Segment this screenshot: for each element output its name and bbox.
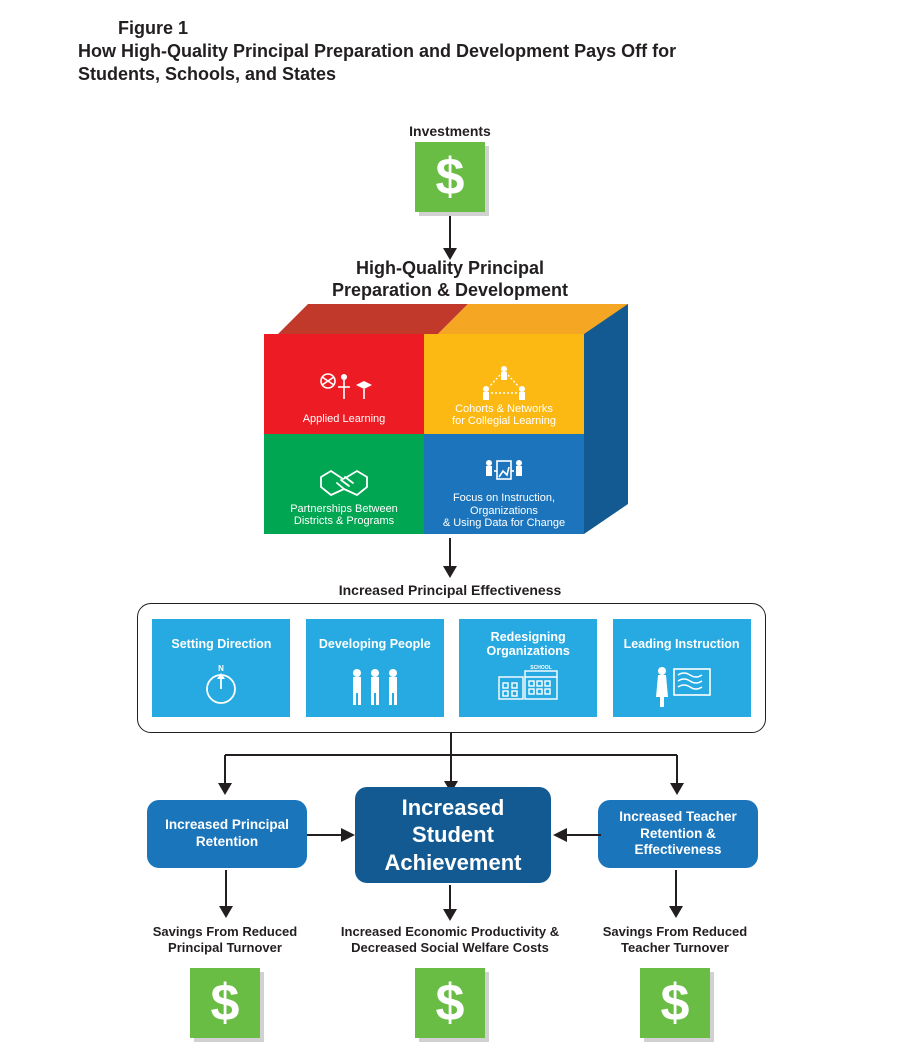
quad-bl-l1: Partnerships Between <box>290 503 398 516</box>
sav-right-l2: Teacher Turnover <box>580 940 770 956</box>
applied-learning-icon <box>316 369 372 409</box>
out-mid-l2: Student <box>385 821 522 849</box>
out-right-l3: Effectiveness <box>619 842 737 859</box>
figure-title: How High-Quality Principal Preparation a… <box>78 40 718 85</box>
quad-br-l3: & Using Data for Change <box>443 517 565 530</box>
quad-tr-l2: for Collegial Learning <box>452 415 556 428</box>
eff-tile: RedesigningOrganizationsSCHOOL <box>459 619 597 717</box>
out-mid-l3: Achievement <box>385 849 522 877</box>
cohorts-icon <box>474 363 534 401</box>
out-left-l2: Retention <box>165 834 289 851</box>
quad-tl-label: Applied Learning <box>303 413 386 426</box>
prep-title-line2: Preparation & Development <box>0 280 900 302</box>
svg-text:SCHOOL: SCHOOL <box>530 665 551 671</box>
arrow-right-icon <box>307 826 357 844</box>
dollar-icon: $ <box>415 142 485 212</box>
handshake-icon <box>317 465 371 501</box>
prep-title-line1: High-Quality Principal <box>0 258 900 280</box>
arrow-down-icon <box>666 870 686 920</box>
dollar-icon: $ <box>640 968 710 1038</box>
arrow-down-icon <box>440 885 460 923</box>
cube-side <box>584 304 634 548</box>
effectiveness-title: Increased Principal Effectiveness <box>0 582 900 598</box>
quad-focus: Focus on Instruction, Organizations & Us… <box>424 434 584 534</box>
quad-partnerships: Partnerships Between Districts & Program… <box>264 434 424 534</box>
cube-front: Applied Learning Cohorts & Networks for … <box>264 334 584 534</box>
sav-left-l1: Savings From Reduced <box>130 924 320 940</box>
eff-tile: Developing People <box>306 619 444 717</box>
arrow-down-icon <box>440 538 460 580</box>
eff-tile: Leading Instruction <box>613 619 751 717</box>
investments-label: Investments <box>0 123 900 139</box>
arrow-left-icon <box>551 826 601 844</box>
focus-data-icon <box>479 457 529 491</box>
quad-cohorts: Cohorts & Networks for Collegial Learnin… <box>424 334 584 434</box>
arrow-down-icon <box>440 216 460 262</box>
outcome-student-achievement: Increased Student Achievement <box>355 787 551 883</box>
eff-tile: Setting DirectionN <box>152 619 290 717</box>
quad-applied-learning: Applied Learning <box>264 334 424 434</box>
outcome-principal-retention: Increased Principal Retention <box>147 800 307 868</box>
quad-br-l2: Organizations <box>443 505 565 518</box>
out-left-l1: Increased Principal <box>165 817 289 834</box>
quad-br-l1: Focus on Instruction, <box>443 492 565 505</box>
quad-bl-l2: Districts & Programs <box>290 515 398 528</box>
dollar-icon: $ <box>190 968 260 1038</box>
sav-right-l1: Savings From Reduced <box>580 924 770 940</box>
sav-mid-l2: Decreased Social Welfare Costs <box>330 940 570 956</box>
dollar-icon: $ <box>415 968 485 1038</box>
quad-tr-l1: Cohorts & Networks <box>452 403 556 416</box>
out-right-l1: Increased Teacher <box>619 809 737 826</box>
out-right-l2: Retention & <box>619 826 737 843</box>
sav-mid-l1: Increased Economic Productivity & <box>330 924 570 940</box>
out-mid-l1: Increased <box>385 794 522 822</box>
outcome-teacher-retention: Increased Teacher Retention & Effectiven… <box>598 800 758 868</box>
sav-left-l2: Principal Turnover <box>130 940 320 956</box>
svg-text:N: N <box>219 664 225 673</box>
figure-label: Figure 1 <box>118 18 188 39</box>
arrow-down-icon <box>216 870 236 920</box>
